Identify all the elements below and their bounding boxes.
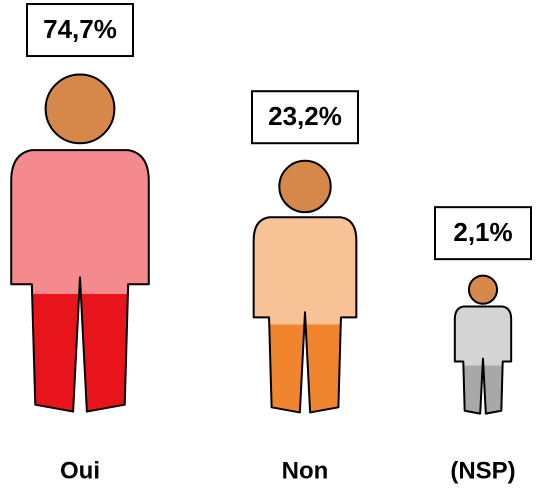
person-head: [279, 161, 330, 212]
value-label: 23,2%: [268, 101, 342, 131]
person-head: [469, 276, 497, 304]
value-label: 74,7%: [43, 14, 117, 44]
person-figure: [11, 74, 149, 411]
value-label: 2,1%: [453, 217, 512, 247]
person-head: [46, 74, 115, 143]
chart: 74,7% Oui 23,2% Non 2,1% (NSP): [0, 0, 548, 498]
category-label: Oui: [60, 457, 100, 484]
category-label: (NSP): [450, 457, 515, 484]
person-body: [254, 217, 357, 412]
person-body: [455, 307, 511, 414]
person-figure: [455, 276, 511, 414]
person-body: [11, 150, 149, 411]
person-figure: [254, 161, 357, 413]
category-label: Non: [282, 457, 329, 484]
